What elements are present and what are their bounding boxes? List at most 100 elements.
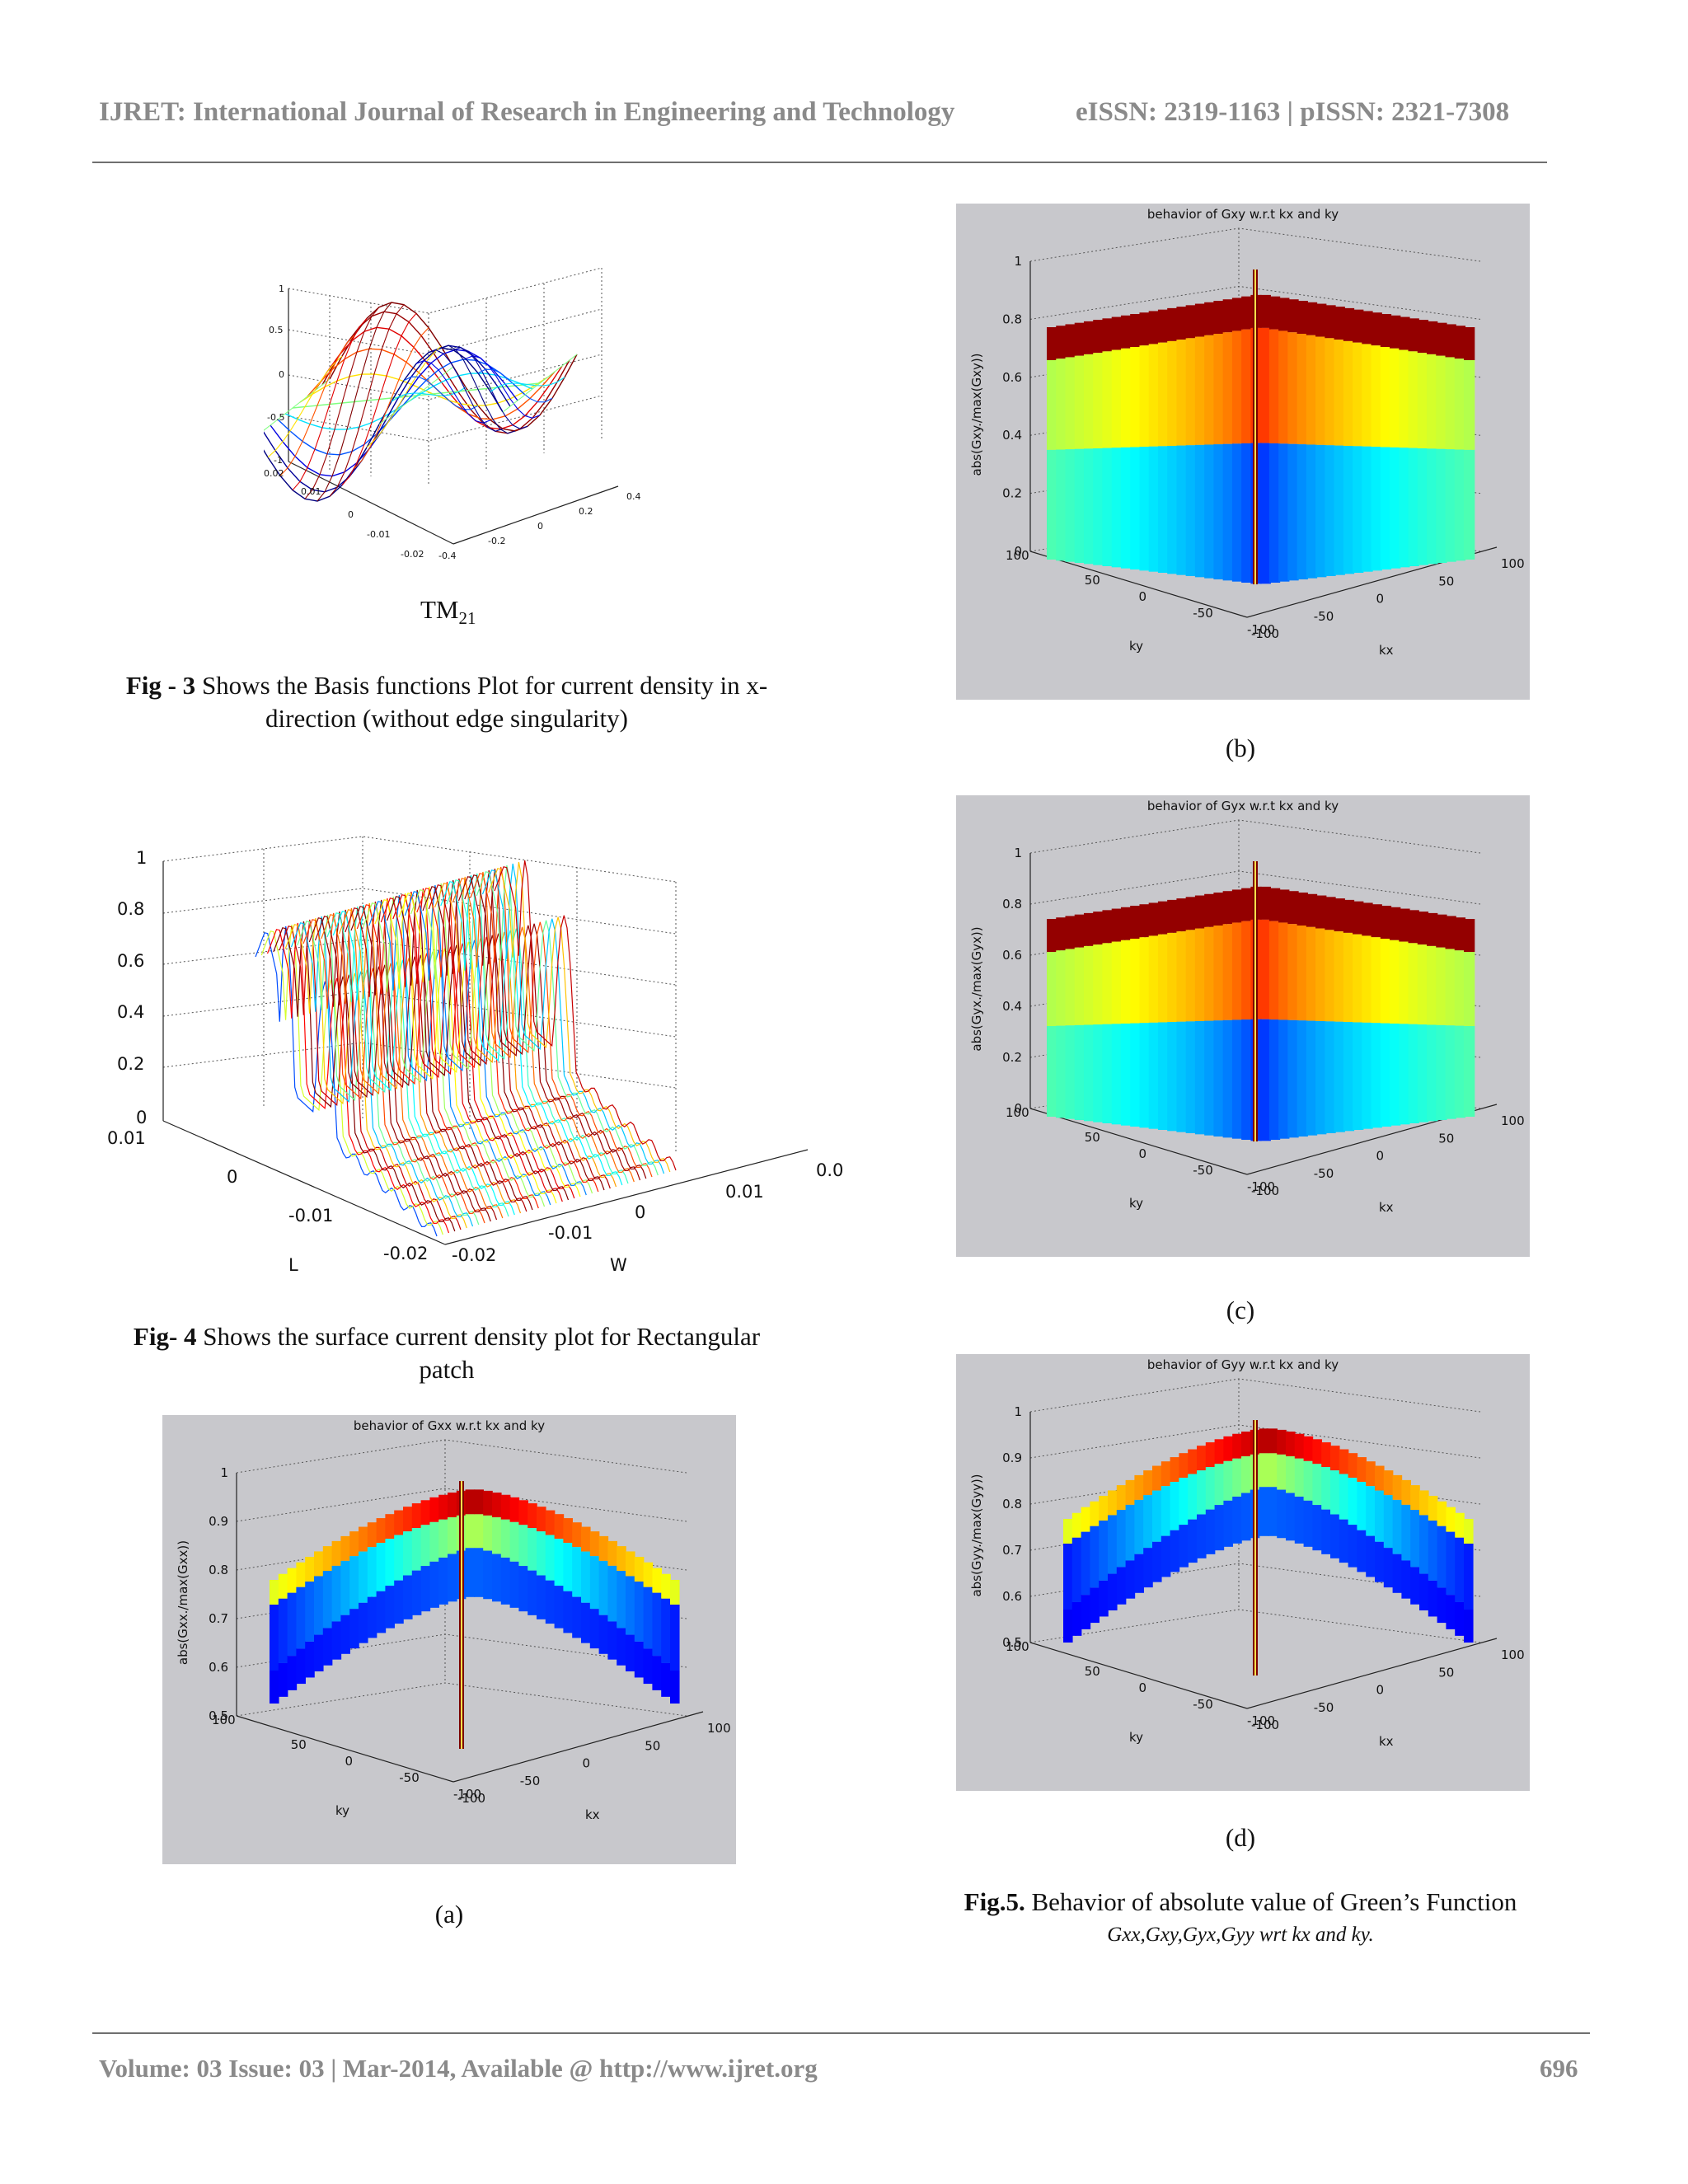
fig3-mesh-line — [304, 307, 380, 499]
fig4-caption: Fig- 4 Shows the surface current density… — [133, 1322, 761, 1384]
fig4-mesh-line — [338, 902, 522, 1214]
fig4-w-tick: -0.02 — [452, 1245, 496, 1265]
z-tick: 0.6 — [209, 1660, 228, 1675]
fig3-x-tick: 0 — [537, 521, 543, 532]
fig4-z-tick: 0.6 — [117, 951, 144, 971]
fig4-mesh-line — [302, 912, 485, 1224]
ky-axis-label: ky — [1129, 639, 1143, 654]
ky-tick: -100 — [453, 1787, 481, 1802]
fig4-w-tick: -0.01 — [548, 1223, 593, 1243]
fig3-mesh-line — [341, 312, 417, 486]
fig4-mesh-line — [345, 901, 528, 1212]
z-tick: 1 — [1014, 1404, 1022, 1419]
ky-tick: 0 — [345, 1754, 354, 1769]
fig3-mesh-line — [465, 355, 541, 419]
fig3-y-tick: -0.01 — [367, 529, 390, 540]
fig4-mesh-line — [457, 869, 641, 1181]
ky-tick: -50 — [1193, 606, 1213, 621]
z-tick: 0.9 — [209, 1514, 228, 1529]
kx-tick: 50 — [645, 1738, 660, 1753]
fig4-l-label: L — [288, 1255, 298, 1275]
plot-title: behavior of Gyy w.r.t kx and ky — [1147, 1357, 1339, 1372]
plot-a-label: (a) — [434, 1900, 464, 1929]
fig4-mesh-line — [308, 911, 491, 1222]
fig4-l-tick: 0.01 — [107, 1128, 146, 1148]
kx-tick: 100 — [1501, 556, 1525, 571]
fig4-z-tick: 0.2 — [117, 1054, 144, 1074]
ky-tick: -50 — [399, 1770, 420, 1785]
z-axis-label: abs(Gxy./max(Gxy)) — [969, 353, 984, 476]
z-tick: 0.5 — [209, 1708, 228, 1723]
fig3-mesh-line — [292, 317, 368, 491]
kx-tick: -100 — [457, 1791, 485, 1806]
kx-tick: 0 — [1376, 592, 1385, 607]
z-tick: 0.2 — [1002, 486, 1022, 501]
plot-title: behavior of Gyx w.r.t kx and ky — [1147, 799, 1339, 813]
kx-tick: -50 — [1314, 609, 1334, 624]
plot-d-label: (d) — [1225, 1823, 1256, 1852]
z-tick: 0.8 — [1002, 1497, 1022, 1511]
ky-tick: -100 — [1247, 622, 1275, 637]
fig4-z-tick: 0.8 — [117, 899, 144, 919]
fig5-math: Gxx,Gxy,Gyx,Gyy wrt kx and ky. — [1107, 1924, 1374, 1946]
kx-axis-label: kx — [585, 1807, 600, 1822]
plot-title: behavior of Gxy w.r.t kx and ky — [1147, 207, 1339, 222]
page-number: 696 — [1540, 2054, 1578, 2083]
ky-tick: -50 — [1193, 1697, 1213, 1712]
z-tick: 0.5 — [1002, 1635, 1022, 1650]
kx-tick: 50 — [1438, 1665, 1454, 1680]
fig3-mesh-line — [391, 387, 467, 402]
fig4-w-tick: 0 — [635, 1202, 645, 1222]
z-tick: 0.6 — [1002, 370, 1022, 385]
kx-tick: 50 — [1438, 574, 1454, 588]
plot-b-panel: behavior of Gxy w.r.t kx and ky 1 0.8 0.6 0.… — [956, 204, 1530, 700]
fig3-z-tick: 0 — [279, 369, 284, 380]
plot-title: behavior of Gxx w.r.t kx and ky — [354, 1418, 545, 1433]
fig4-mesh-line — [368, 894, 551, 1206]
fig4-mesh-line — [422, 879, 605, 1191]
z-axis-label: abs(Gxx./max(Gxx)) — [176, 1540, 190, 1665]
kx-tick: 100 — [707, 1721, 731, 1736]
fig3-mesh-line — [279, 335, 355, 476]
fig3-z-tick: -1 — [274, 455, 283, 466]
kx-tick: -50 — [1314, 1700, 1334, 1715]
ky-axis-label: ky — [1129, 1196, 1143, 1211]
fig3-mesh-line — [502, 354, 578, 413]
fig4-mesh-line — [416, 881, 599, 1193]
fig4-mesh-line — [279, 919, 462, 1230]
fig3-y-tick: 0.02 — [264, 468, 284, 479]
fig4-mesh-line — [446, 873, 629, 1184]
fig3-y-tick: 0.01 — [301, 486, 321, 497]
kx-tick: -100 — [1251, 1718, 1279, 1732]
kx-tick: 100 — [1501, 1113, 1525, 1128]
fig3-z-tick: -0.5 — [267, 412, 284, 423]
ky-tick: 100 — [1006, 1639, 1029, 1654]
z-tick: 0.4 — [1002, 999, 1022, 1014]
fig4-w-tick: 0.0 — [816, 1160, 843, 1180]
header-rule — [92, 162, 1547, 163]
kx-tick: 0 — [1376, 1683, 1385, 1698]
fig4-mesh-line — [321, 907, 504, 1219]
ky-tick: -50 — [1193, 1163, 1213, 1178]
fig4-l-tick: 0 — [227, 1167, 237, 1187]
fig3-mesh-line — [329, 304, 405, 497]
plot-b-label: (b) — [1225, 733, 1256, 762]
fig4-z-tick: 0 — [136, 1108, 147, 1127]
fig3-mesh-line — [316, 302, 392, 502]
fig4-mesh-line — [410, 883, 593, 1194]
z-tick: 0.2 — [1002, 1050, 1022, 1065]
kx-axis-label: kx — [1379, 1200, 1394, 1215]
kx-tick: 100 — [1501, 1647, 1525, 1662]
fig3-y-tick: -0.02 — [401, 549, 424, 560]
fig4-mesh-line — [332, 904, 515, 1216]
fig3-mesh-line — [415, 360, 491, 424]
ky-tick: 50 — [291, 1737, 307, 1752]
fig4-w-label: W — [610, 1255, 627, 1275]
fig4-mesh-line — [362, 896, 546, 1207]
fig4-w-tick: 0.01 — [725, 1182, 764, 1202]
z-tick: 0 — [1014, 544, 1022, 559]
ky-tick: -100 — [1247, 1179, 1275, 1194]
fig4-mesh-line — [452, 871, 635, 1183]
fig4-mesh-line — [314, 909, 498, 1221]
fig3-y-tick: 0 — [348, 509, 354, 520]
